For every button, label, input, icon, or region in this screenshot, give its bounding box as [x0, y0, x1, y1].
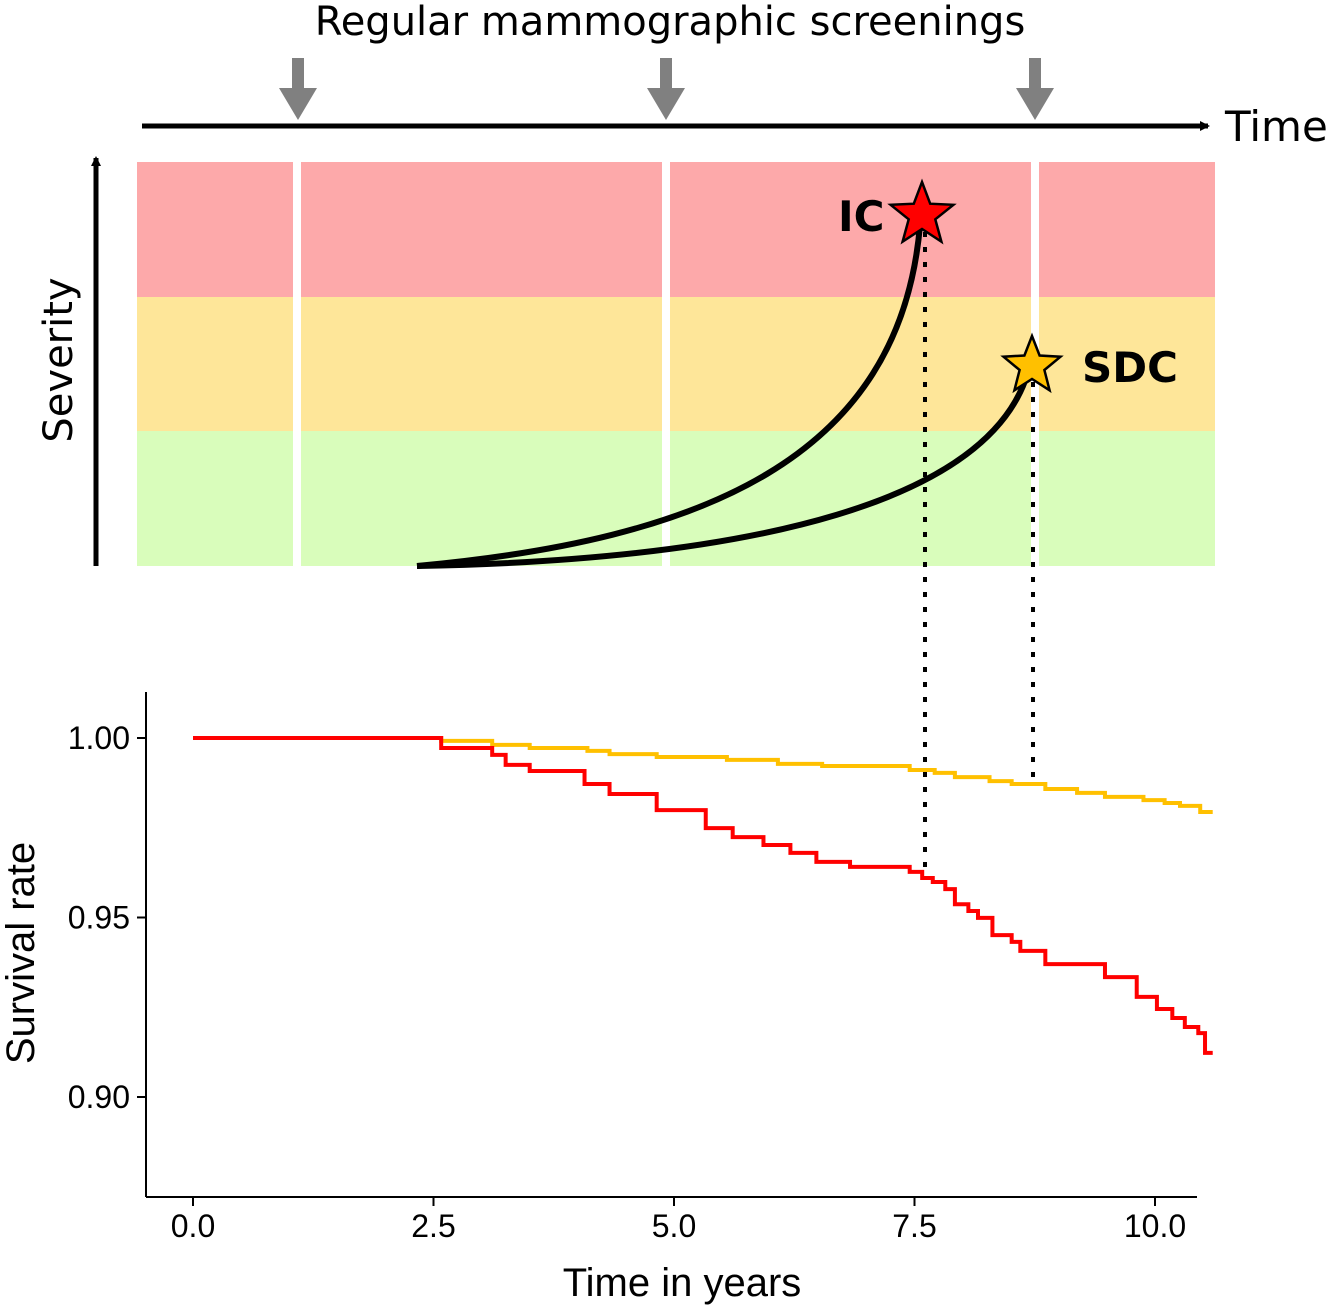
- x-tick-label: 0.0: [171, 1208, 215, 1244]
- down-arrow-icon: [1016, 58, 1054, 120]
- survival-chart: 0.0 2.5 5.0 7.5 10.0 0.90 0.95 1.00 Time in yea…: [0, 692, 1213, 1305]
- ic-star-icon: [887, 178, 957, 245]
- screening-gap: [293, 160, 301, 570]
- y-tick-label: 1.00: [68, 720, 130, 756]
- screening-gap: [662, 160, 670, 570]
- sdc-star-icon: [1000, 332, 1064, 394]
- x-tick-label: 7.5: [892, 1208, 936, 1244]
- y-axis-label: Survival rate: [0, 842, 43, 1064]
- x-tick-label: 10.0: [1124, 1208, 1186, 1244]
- severity-bands: [137, 160, 1215, 570]
- series-ic-line: [193, 736, 1213, 1055]
- y-tick-label: 0.95: [68, 900, 130, 936]
- x-tick-label: 5.0: [652, 1208, 696, 1244]
- down-arrow-icon: [279, 58, 317, 120]
- screening-arrows: [279, 58, 1054, 120]
- time-label: Time: [1224, 102, 1328, 151]
- ic-progression-curve: [416, 224, 923, 569]
- diagram-title: Regular mammographic screenings: [315, 0, 1026, 45]
- series-sdc-line: [193, 736, 1213, 814]
- severity-label: Severity: [36, 277, 82, 442]
- sdc-label: SDC: [1082, 343, 1178, 392]
- ic-label: IC: [838, 192, 884, 241]
- x-axis-label: Time in years: [563, 1261, 802, 1305]
- sdc-progression-curve: [416, 371, 1031, 569]
- y-tick-label: 0.90: [68, 1079, 130, 1115]
- down-arrow-icon: [647, 58, 685, 120]
- x-tick-label: 2.5: [411, 1208, 455, 1244]
